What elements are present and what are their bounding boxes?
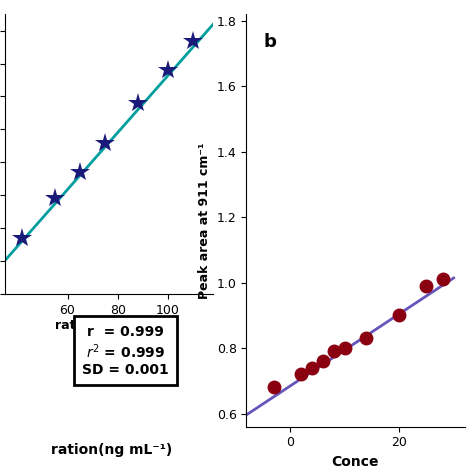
Text: b: b	[264, 33, 277, 51]
Y-axis label: Peak area at 911 cm⁻¹: Peak area at 911 cm⁻¹	[198, 142, 211, 299]
Text: r  = 0.999
$r^2$ = 0.999
SD = 0.001: r = 0.999 $r^2$ = 0.999 SD = 0.001	[82, 325, 169, 377]
Text: ration(ng mL⁻¹): ration(ng mL⁻¹)	[51, 443, 172, 457]
X-axis label: ration(ng mL⁻¹): ration(ng mL⁻¹)	[55, 319, 164, 332]
X-axis label: Conce: Conce	[332, 455, 379, 469]
